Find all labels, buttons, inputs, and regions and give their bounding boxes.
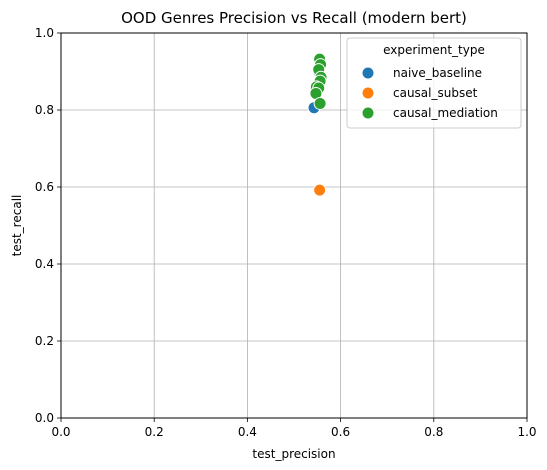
x-tick-label: 0.8 bbox=[424, 425, 443, 439]
y-axis-label: test_recall bbox=[10, 195, 24, 257]
legend-marker bbox=[361, 66, 375, 80]
x-axis-ticks: 0.0 0.2 0.4 0.6 0.8 1.0 bbox=[51, 418, 537, 439]
y-tick-label: 1.0 bbox=[35, 26, 54, 40]
x-axis-label: test_precision bbox=[252, 447, 335, 461]
x-tick-label: 1.0 bbox=[517, 425, 536, 439]
x-tick-label: 0.0 bbox=[51, 425, 70, 439]
y-tick-label: 0.2 bbox=[35, 334, 54, 348]
data-points bbox=[307, 52, 328, 197]
x-tick-label: 0.4 bbox=[238, 425, 257, 439]
y-tick-label: 0.8 bbox=[35, 103, 54, 117]
legend-label: causal_subset bbox=[393, 86, 478, 100]
data-point-causal-subset bbox=[313, 183, 327, 197]
legend-items: naive_baseline causal_subset causal_mediat… bbox=[361, 66, 498, 120]
y-tick-label: 0.4 bbox=[35, 257, 54, 271]
legend-title: experiment_type bbox=[383, 43, 485, 57]
legend-label: causal_mediation bbox=[393, 106, 498, 120]
plot-frame bbox=[60, 32, 528, 419]
x-tick-label: 0.2 bbox=[145, 425, 164, 439]
x-tick-label: 0.6 bbox=[331, 425, 350, 439]
y-tick-label: 0.6 bbox=[35, 180, 54, 194]
legend-marker bbox=[361, 106, 375, 120]
legend: experiment_type naive_baseline causal_sub… bbox=[346, 37, 522, 129]
data-point-causal-mediation bbox=[313, 96, 327, 110]
chart-title: OOD Genres Precision vs Recall (modern b… bbox=[121, 9, 467, 27]
y-axis-ticks: 0.0 0.2 0.4 0.6 0.8 1.0 bbox=[35, 26, 61, 425]
legend-marker bbox=[361, 86, 375, 100]
legend-box bbox=[346, 37, 522, 129]
y-tick-label: 0.0 bbox=[35, 411, 54, 425]
legend-label: naive_baseline bbox=[393, 66, 482, 80]
